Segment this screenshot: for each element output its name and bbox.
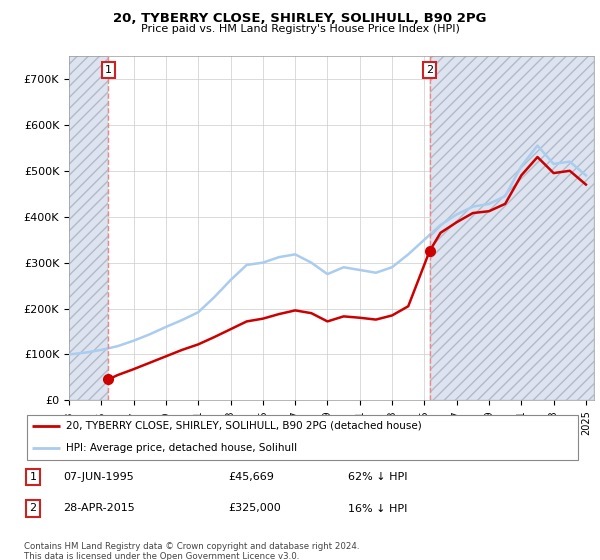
Text: 2: 2	[29, 503, 37, 514]
Text: 1: 1	[105, 65, 112, 75]
Text: 2: 2	[426, 65, 433, 75]
Text: HPI: Average price, detached house, Solihull: HPI: Average price, detached house, Soli…	[66, 443, 297, 453]
Text: 20, TYBERRY CLOSE, SHIRLEY, SOLIHULL, B90 2PG: 20, TYBERRY CLOSE, SHIRLEY, SOLIHULL, B9…	[113, 12, 487, 25]
FancyBboxPatch shape	[27, 415, 578, 460]
Text: 16% ↓ HPI: 16% ↓ HPI	[348, 503, 407, 514]
Text: 62% ↓ HPI: 62% ↓ HPI	[348, 472, 407, 482]
Text: Contains HM Land Registry data © Crown copyright and database right 2024.
This d: Contains HM Land Registry data © Crown c…	[24, 542, 359, 560]
Text: 07-JUN-1995: 07-JUN-1995	[63, 472, 134, 482]
Text: £325,000: £325,000	[228, 503, 281, 514]
Text: £45,669: £45,669	[228, 472, 274, 482]
Text: 28-APR-2015: 28-APR-2015	[63, 503, 135, 514]
Polygon shape	[69, 56, 109, 400]
Polygon shape	[430, 56, 594, 400]
Text: 20, TYBERRY CLOSE, SHIRLEY, SOLIHULL, B90 2PG (detached house): 20, TYBERRY CLOSE, SHIRLEY, SOLIHULL, B9…	[66, 421, 422, 431]
Text: 1: 1	[29, 472, 37, 482]
Text: Price paid vs. HM Land Registry's House Price Index (HPI): Price paid vs. HM Land Registry's House …	[140, 24, 460, 34]
